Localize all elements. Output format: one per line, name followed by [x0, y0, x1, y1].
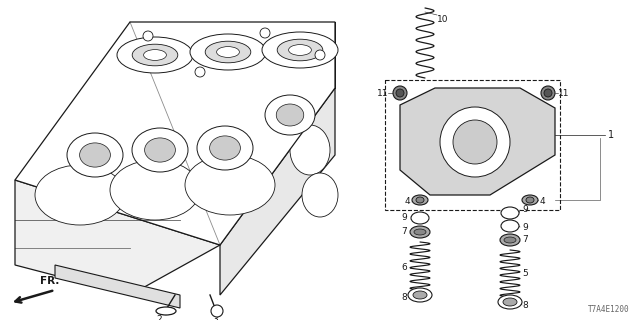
Ellipse shape	[411, 212, 429, 224]
Ellipse shape	[117, 37, 193, 73]
Text: 9: 9	[401, 213, 407, 222]
Text: 4: 4	[540, 197, 546, 206]
Polygon shape	[15, 180, 220, 295]
Ellipse shape	[453, 120, 497, 164]
Ellipse shape	[276, 104, 304, 126]
Ellipse shape	[143, 50, 166, 60]
Text: 11: 11	[558, 89, 570, 98]
Ellipse shape	[205, 41, 251, 63]
Ellipse shape	[440, 107, 510, 177]
Text: 9: 9	[522, 205, 528, 214]
Text: 1: 1	[608, 130, 614, 140]
Ellipse shape	[185, 155, 275, 215]
Ellipse shape	[210, 136, 241, 160]
Polygon shape	[15, 22, 335, 245]
Ellipse shape	[498, 295, 522, 309]
Polygon shape	[55, 265, 180, 308]
Ellipse shape	[156, 307, 176, 315]
Circle shape	[393, 86, 407, 100]
Ellipse shape	[503, 298, 517, 306]
Text: T7A4E1200: T7A4E1200	[588, 305, 630, 314]
Ellipse shape	[145, 138, 175, 162]
Ellipse shape	[35, 165, 125, 225]
Ellipse shape	[67, 133, 123, 177]
Ellipse shape	[302, 173, 338, 217]
Ellipse shape	[262, 32, 338, 68]
Ellipse shape	[289, 44, 312, 55]
Text: 11: 11	[376, 89, 388, 98]
Ellipse shape	[500, 234, 520, 246]
Ellipse shape	[110, 160, 200, 220]
Ellipse shape	[197, 126, 253, 170]
Polygon shape	[400, 88, 555, 195]
Text: 3: 3	[212, 315, 218, 320]
Ellipse shape	[412, 195, 428, 205]
Ellipse shape	[290, 125, 330, 175]
Text: 6: 6	[401, 263, 407, 273]
Ellipse shape	[268, 77, 312, 133]
Ellipse shape	[501, 220, 519, 232]
Text: 5: 5	[522, 268, 528, 277]
Ellipse shape	[522, 195, 538, 205]
Circle shape	[544, 89, 552, 97]
Text: 9: 9	[522, 222, 528, 231]
Ellipse shape	[408, 288, 432, 302]
Ellipse shape	[504, 237, 516, 243]
Text: 8: 8	[522, 300, 528, 309]
Ellipse shape	[265, 95, 315, 135]
Text: 2: 2	[156, 315, 161, 320]
Ellipse shape	[414, 229, 426, 235]
Ellipse shape	[416, 197, 424, 203]
Ellipse shape	[132, 128, 188, 172]
Circle shape	[396, 89, 404, 97]
Ellipse shape	[132, 44, 178, 66]
Ellipse shape	[216, 47, 239, 57]
Circle shape	[211, 305, 223, 317]
Circle shape	[541, 86, 555, 100]
Ellipse shape	[410, 226, 430, 238]
Text: 8: 8	[401, 293, 407, 302]
Ellipse shape	[526, 197, 534, 203]
Ellipse shape	[79, 143, 111, 167]
Ellipse shape	[277, 39, 323, 61]
Text: 7: 7	[401, 228, 407, 236]
Circle shape	[195, 67, 205, 77]
Ellipse shape	[190, 34, 266, 70]
Text: 10: 10	[437, 15, 449, 24]
Text: 7: 7	[522, 236, 528, 244]
Ellipse shape	[413, 291, 427, 299]
Circle shape	[315, 50, 325, 60]
Ellipse shape	[501, 207, 519, 219]
Circle shape	[143, 31, 153, 41]
Text: 4: 4	[404, 197, 410, 206]
Text: FR.: FR.	[40, 276, 60, 286]
Polygon shape	[220, 22, 335, 295]
Circle shape	[260, 28, 270, 38]
